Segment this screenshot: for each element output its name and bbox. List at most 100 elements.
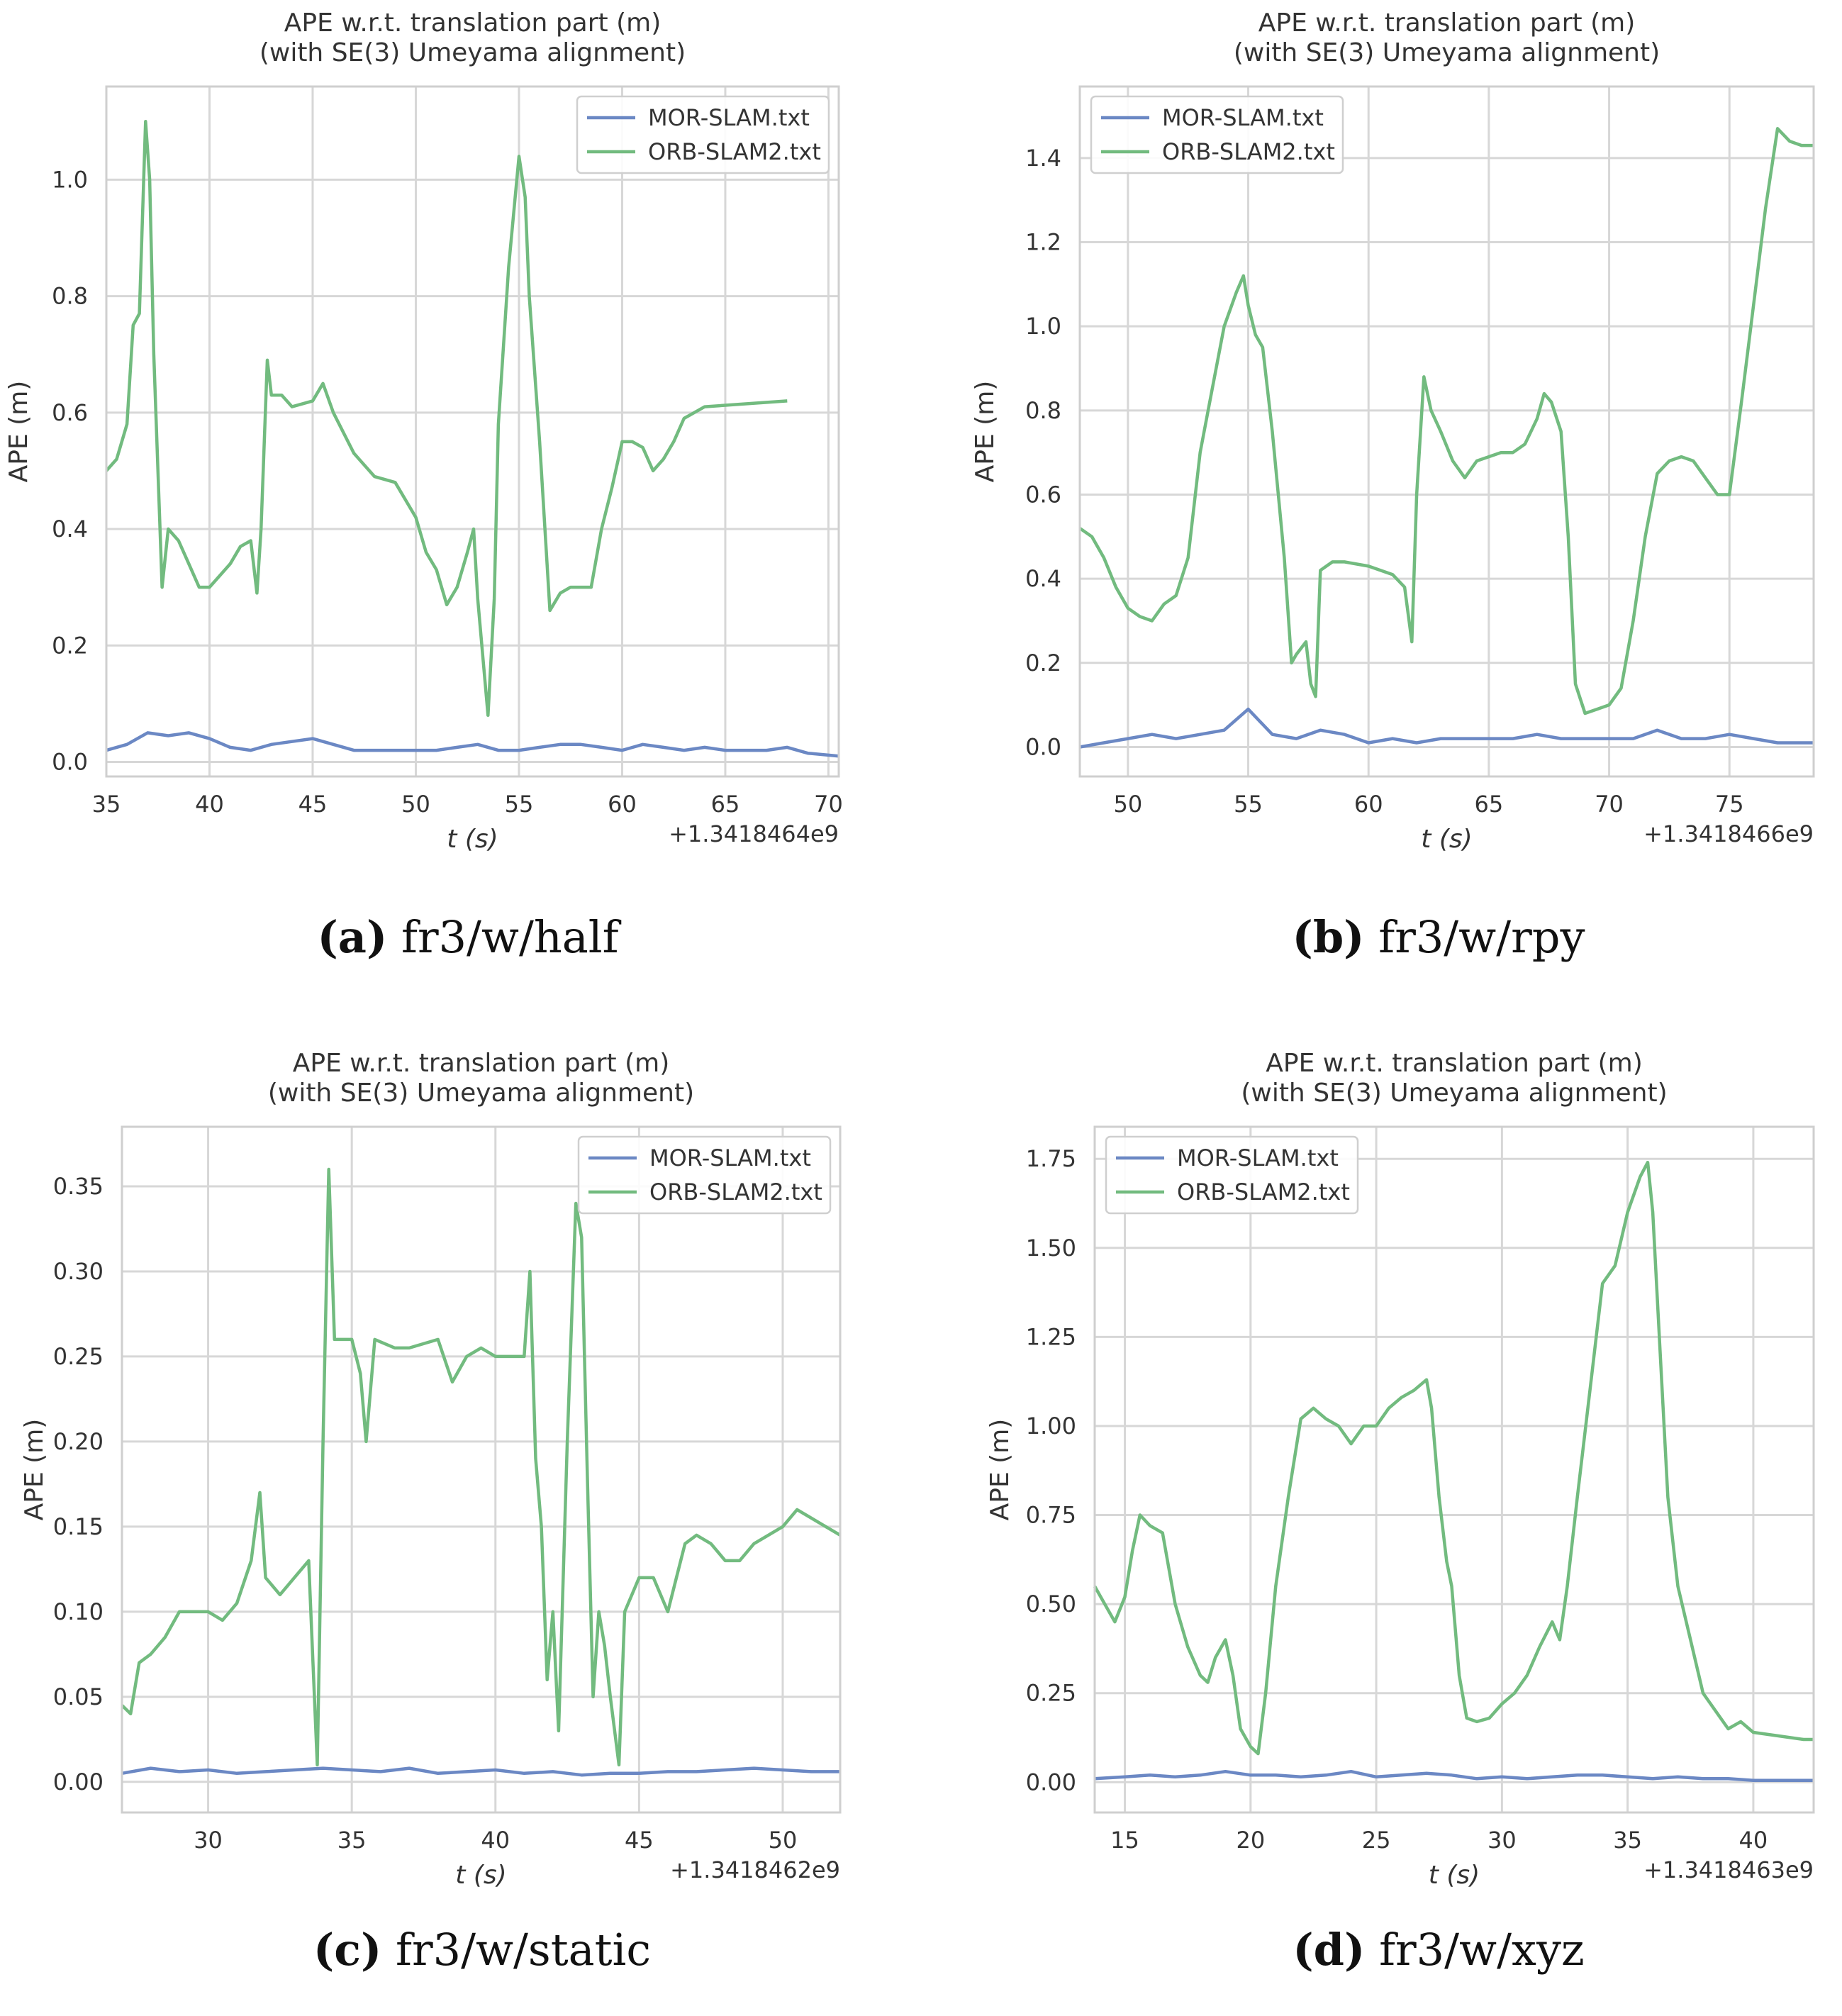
chart-a-ytick-label: 0.8 bbox=[52, 283, 88, 310]
chart-b-ytick-label: 1.2 bbox=[1025, 229, 1061, 256]
chart-b-ytick-label: 0.8 bbox=[1025, 397, 1061, 424]
chart-a-xtick-label: 40 bbox=[195, 791, 224, 818]
chart-b-legend-label: ORB-SLAM2.txt bbox=[1162, 138, 1335, 165]
chart-b-title: APE w.r.t. translation part (m) bbox=[1258, 9, 1636, 38]
chart-a-ylabel: APE (m) bbox=[4, 381, 33, 483]
chart-b-series-orb-slam2-txt bbox=[1078, 127, 1814, 715]
chart-d-series-orb-slam2-txt bbox=[1093, 1160, 1814, 1756]
chart-c-grid bbox=[122, 1127, 840, 1812]
chart-a-ytick-label: 0.2 bbox=[52, 632, 88, 659]
chart-panel-d: APE w.r.t. translation part (m) (with SE(… bbox=[921, 1008, 1842, 2016]
chart-d-ytick-label: 0.50 bbox=[1026, 1591, 1076, 1617]
chart-b-xtick-label: 60 bbox=[1354, 791, 1383, 818]
chart-d-xtick-label: 35 bbox=[1613, 1827, 1642, 1854]
chart-a-xtick-label: 35 bbox=[92, 791, 121, 818]
chart-c-ytick-label: 0.05 bbox=[53, 1683, 104, 1710]
chart-c-legend-box bbox=[577, 1135, 832, 1215]
chart-a-ytick-label: 0.4 bbox=[52, 516, 88, 542]
chart-a-title: APE w.r.t. translation part (m) bbox=[284, 9, 662, 38]
chart-b-series-mor-slam-txt bbox=[1079, 707, 1814, 749]
chart-c-xtick-label: 35 bbox=[337, 1827, 367, 1854]
caption-c-letter: (c) bbox=[313, 1924, 382, 1976]
chart-d-legend-label: ORB-SLAM2.txt bbox=[1177, 1179, 1350, 1205]
caption-b: (b) fr3/w/rpy bbox=[1013, 911, 1842, 963]
chart-a-xtick-label: 65 bbox=[711, 791, 740, 818]
caption-a: (a) fr3/w/half bbox=[43, 911, 893, 963]
chart-panel-b: APE w.r.t. translation part (m) (with SE(… bbox=[921, 0, 1842, 1008]
caption-a-letter: (a) bbox=[317, 911, 388, 963]
chart-b-subtitle: (with SE(3) Umeyama alignment) bbox=[1234, 38, 1660, 67]
chart-d-svg: APE w.r.t. translation part (m)(with SE(… bbox=[986, 1049, 1815, 1890]
chart-c-series-mor-slam-txt bbox=[121, 1766, 840, 1777]
caption-b-letter: (b) bbox=[1292, 911, 1365, 963]
chart-c-ytick-label: 0.25 bbox=[53, 1343, 104, 1370]
chart-c-legend-label: MOR-SLAM.txt bbox=[649, 1145, 811, 1171]
chart-a-grid bbox=[105, 87, 839, 776]
chart-b-svg: APE w.r.t. translation part (m)(with SE(… bbox=[971, 9, 1815, 854]
chart-a-xtick-label: 70 bbox=[814, 791, 843, 818]
chart-c-xtick-label: 40 bbox=[481, 1827, 510, 1854]
chart-b-xlabel: t (s) bbox=[1421, 825, 1472, 854]
chart-c-xlabel: t (s) bbox=[455, 1861, 506, 1890]
chart-d-subtitle: (with SE(3) Umeyama alignment) bbox=[1241, 1079, 1667, 1108]
chart-c-subtitle: (with SE(3) Umeyama alignment) bbox=[268, 1079, 694, 1108]
chart-d-legend: MOR-SLAM.txt ORB-SLAM2.txt bbox=[1105, 1135, 1359, 1215]
chart-c-ytick-label: 0.10 bbox=[53, 1598, 104, 1625]
chart-a-legend: MOR-SLAM.txt ORB-SLAM2.txt bbox=[576, 95, 830, 174]
caption-d: (d) fr3/w/xyz bbox=[1013, 1924, 1842, 1976]
chart-a-ytick-label: 1.0 bbox=[52, 166, 88, 193]
chart-c-ytick-label: 0.30 bbox=[53, 1258, 104, 1285]
chart-d-grid bbox=[1095, 1127, 1814, 1812]
chart-b-ytick-label: 0.6 bbox=[1025, 481, 1061, 508]
chart-a-series-orb-slam2-txt bbox=[105, 120, 788, 718]
chart-d-xlabel: t (s) bbox=[1429, 1861, 1480, 1890]
chart-a-offset-label: +1.3418464e9 bbox=[669, 820, 839, 847]
chart-b-legend: MOR-SLAM.txt ORB-SLAM2.txt bbox=[1090, 95, 1344, 174]
chart-panel-c: APE w.r.t. translation part (m) (with SE(… bbox=[0, 1008, 921, 2016]
chart-c-ytick-label: 0.15 bbox=[53, 1513, 104, 1540]
chart-d-offset-label: +1.3418463e9 bbox=[1643, 1856, 1814, 1883]
chart-a-ytick-label: 0.0 bbox=[52, 748, 88, 775]
chart-c-series-orb-slam2-txt bbox=[121, 1167, 842, 1767]
chart-d-series-mor-slam-txt bbox=[1094, 1769, 1814, 1783]
chart-panel-a: APE w.r.t. translation part (m) (with SE(… bbox=[0, 0, 921, 1008]
chart-a-xtick-label: 45 bbox=[298, 791, 328, 818]
chart-a-legend-label: MOR-SLAM.txt bbox=[648, 104, 810, 131]
chart-a-xtick-label: 60 bbox=[608, 791, 637, 818]
chart-b-grid bbox=[1080, 87, 1814, 776]
caption-c: (c) fr3/w/static bbox=[57, 1924, 908, 1976]
chart-c-offset-label: +1.3418462e9 bbox=[670, 1856, 840, 1883]
chart-c-ytick-label: 0.00 bbox=[53, 1769, 104, 1795]
chart-b-ylabel: APE (m) bbox=[971, 381, 1000, 483]
chart-d-legend-label: MOR-SLAM.txt bbox=[1177, 1145, 1339, 1171]
chart-b-xtick-label: 70 bbox=[1595, 791, 1624, 818]
chart-d-ylabel: APE (m) bbox=[986, 1419, 1015, 1521]
chart-a-subtitle: (with SE(3) Umeyama alignment) bbox=[259, 38, 686, 67]
chart-b-ytick-label: 0.0 bbox=[1025, 733, 1061, 760]
chart-b-ytick-label: 1.4 bbox=[1025, 145, 1061, 172]
chart-d-xtick-label: 30 bbox=[1487, 1827, 1517, 1854]
chart-c-xtick-label: 30 bbox=[194, 1827, 223, 1854]
caption-c-text: fr3/w/static bbox=[396, 1924, 652, 1976]
chart-c-svg: APE w.r.t. translation part (m)(with SE(… bbox=[20, 1049, 842, 1890]
chart-c-ytick-label: 0.20 bbox=[53, 1428, 104, 1455]
chart-b-offset-label: +1.3418466e9 bbox=[1643, 820, 1814, 847]
chart-d-ytick-label: 0.75 bbox=[1026, 1502, 1076, 1529]
chart-b-legend-label: MOR-SLAM.txt bbox=[1162, 104, 1324, 131]
chart-b-xtick-label: 65 bbox=[1475, 791, 1504, 818]
chart-b-legend-box bbox=[1090, 95, 1344, 174]
chart-d-ytick-label: 0.00 bbox=[1026, 1769, 1076, 1795]
chart-b-xtick-label: 55 bbox=[1234, 791, 1263, 818]
chart-c-xtick-label: 45 bbox=[625, 1827, 654, 1854]
chart-a-legend-box bbox=[576, 95, 830, 174]
chart-a-svg: APE w.r.t. translation part (m)(with SE(… bbox=[4, 9, 843, 854]
chart-a-ytick-label: 0.6 bbox=[52, 399, 88, 426]
chart-d-legend-box bbox=[1105, 1135, 1359, 1215]
chart-d-ytick-label: 1.00 bbox=[1026, 1413, 1076, 1439]
chart-c-title: APE w.r.t. translation part (m) bbox=[293, 1049, 670, 1078]
chart-d-xtick-label: 40 bbox=[1739, 1827, 1768, 1854]
chart-b-frame bbox=[1078, 85, 1815, 778]
chart-c-legend: MOR-SLAM.txt ORB-SLAM2.txt bbox=[577, 1135, 832, 1215]
chart-d-ytick-label: 1.50 bbox=[1026, 1235, 1076, 1262]
chart-c-frame bbox=[121, 1125, 842, 1814]
